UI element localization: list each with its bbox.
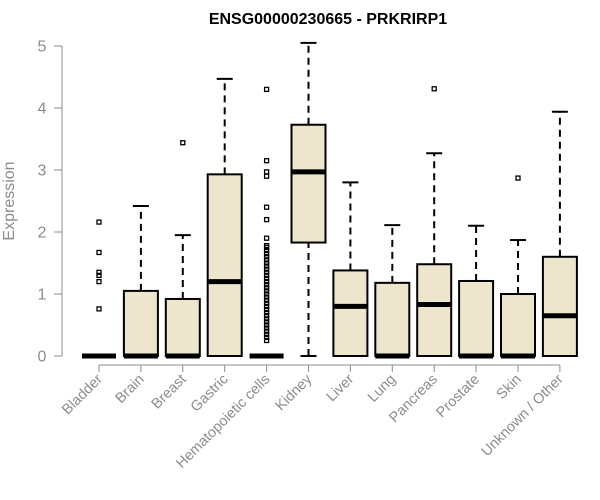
outlier-point [263,269,270,275]
outlier-point [263,306,270,313]
outlier-point [263,282,270,288]
outlier-point [263,257,270,263]
box-group [374,224,411,359]
x-tick-label: Skin [494,372,525,403]
outlier-point [96,272,102,279]
y-tick-label: 0 [38,349,47,366]
x-tick-label: Lung [365,372,399,406]
outlier-point [263,266,270,272]
chart-title: ENSG00000230665 - PRKRIRP1 [209,11,447,28]
outlier-point [263,300,270,306]
y-axis-label: Expression [1,161,18,240]
outlier-point [263,328,270,334]
outlier-point [96,219,102,225]
y-tick-label: 1 [38,287,47,304]
outlier-point [263,235,270,241]
box [164,297,201,357]
outlier-point [263,337,270,344]
outlier-point [263,169,270,175]
outlier-point [263,251,270,257]
y-tick-label: 2 [38,225,47,242]
outlier-point [263,254,270,260]
x-tick-label: Prostate [433,372,482,421]
outlier-point [263,86,270,93]
box [416,263,453,357]
box-group [541,110,578,357]
box-group [122,204,159,359]
outlier-point [180,140,186,146]
outlier-point [263,260,270,266]
box-group [458,224,495,359]
outlier-point [263,288,270,294]
box-group [332,181,369,357]
x-tick-label: Kidney [273,371,316,414]
y-tick-label: 3 [38,163,47,180]
outlier-point [263,297,270,303]
box [374,281,411,357]
outlier-point [96,249,102,256]
box-group [416,86,453,357]
outlier-point [263,334,270,341]
box [290,123,327,244]
outlier-point [263,303,270,310]
outlier-point [263,322,270,328]
x-tick-label: Brain [112,372,147,407]
box-group [500,175,536,359]
box [458,279,495,358]
outlier-point [263,309,270,316]
outlier-point [263,313,270,319]
x-tick-label: Liver [324,371,358,405]
outlier-point [96,278,102,285]
y-tick-label: 4 [38,101,47,118]
outlier-point [263,263,270,269]
outlier-point [263,316,270,322]
outlier-point [263,216,270,223]
box [122,289,159,357]
box [206,173,243,357]
outlier-point [263,272,270,279]
box-group [290,41,327,357]
box [541,255,578,357]
outlier-point [263,173,270,179]
box-group [82,219,116,359]
plot-area [82,41,578,359]
outlier-point [96,269,102,275]
outlier-point [515,175,521,181]
outlier-point [263,331,270,337]
outlier-point [263,275,270,282]
outlier-point [263,319,270,325]
outlier-point [263,242,270,249]
outlier-point [263,204,270,210]
box-group [164,140,201,359]
outlier-point [263,325,270,331]
outlier-point [263,158,270,164]
x-tick-label: Breast [149,372,190,413]
box-group [249,86,284,359]
y-axis: 0 1 2 3 4 5 [38,39,63,366]
outlier-point [96,306,102,312]
outlier-point [431,86,437,92]
outlier-point [263,278,270,285]
outlier-point [263,294,270,300]
box [500,293,536,357]
box [332,269,369,357]
y-tick-label: 5 [38,39,47,56]
x-tick-label: Bladder [59,371,106,418]
outlier-point [263,291,270,297]
box-group [206,77,243,357]
outlier-point [263,285,270,291]
outlier-point [263,247,270,254]
